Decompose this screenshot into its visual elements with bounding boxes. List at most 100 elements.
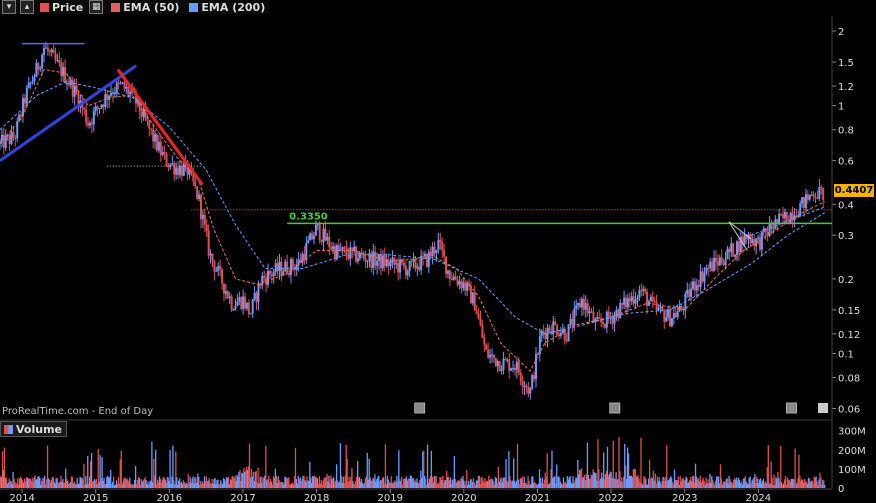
volume-bar [241,472,243,488]
candle-body [295,264,298,270]
volume-bar [572,476,574,488]
volume-bar [620,481,622,488]
legend-ema50[interactable]: EMA (50) [123,0,180,14]
candle-body [228,296,231,299]
volume-bar [519,478,522,488]
candle-body [303,253,306,261]
candle-body [320,240,323,243]
volume-bar [440,477,442,488]
legend-price[interactable]: Price [52,0,84,14]
volume-bar [345,444,347,488]
volume-bar [493,484,496,488]
legend-ema200[interactable]: EMA (200) [201,0,266,14]
volume-bar [361,482,364,488]
price-tick-label: 0.3 [838,231,854,242]
volume-bar [638,478,640,488]
volume-bar [479,484,481,488]
collapse-icon[interactable]: ▾ [2,0,16,14]
volume-bar [629,475,632,488]
volume-bar [334,482,336,488]
volume-bar [818,479,820,488]
volume-bar [562,477,565,488]
candle-body [649,296,652,302]
candle-body [4,135,7,148]
volume-legend-label[interactable]: Volume [16,422,62,436]
candle-body [783,211,786,218]
candle-body [565,340,568,342]
volume-bar [663,477,665,488]
volume-bar [409,475,411,488]
candle-body [330,247,333,250]
candle-body [312,235,315,240]
candle-body [360,252,363,255]
volume-bar [745,481,747,488]
volume-tick-label: 100M [838,465,866,476]
volume-bar [414,479,416,488]
candle-body [263,275,266,278]
volume-bar [515,480,518,488]
candle-body [175,167,178,175]
volume-bar [734,478,736,488]
volume-bar [228,484,231,488]
candle-body [789,212,792,224]
volume-bar [418,482,420,488]
volume-bar [152,482,154,488]
candle-body [550,331,553,335]
candle-body [16,121,19,139]
volume-bar [740,481,743,488]
candle-body [148,120,151,129]
volume-bar [729,479,731,488]
candle-body [180,166,183,176]
volume-bar [389,482,391,488]
volume-bar [273,477,276,488]
volume-bar [80,477,82,488]
volume-bar [205,476,208,488]
volume-bar [754,473,756,488]
volume-bar [276,483,278,488]
volume-bar [131,484,133,488]
volume-bar [372,477,374,488]
candle-body [563,328,566,341]
candle-body [129,91,132,95]
volume-bar [492,481,495,488]
price-tick-label: 0.15 [838,306,860,317]
volume-bar [592,469,594,488]
volume-bar [683,480,685,488]
volume-bar [774,484,776,488]
volume-bar [201,481,204,488]
candle-body [714,257,717,262]
candle-body [548,327,551,332]
volume-bar [38,476,40,488]
volume-bar [359,482,362,488]
candle-body [267,270,270,285]
volume-bar [107,475,109,488]
volume-bar [521,476,523,488]
candle-body [806,194,809,200]
volume-bars [0,437,826,488]
candle-body [423,253,426,257]
volume-bar [546,453,548,488]
volume-bar [317,484,320,488]
volume-bar [781,482,783,488]
volume-bar [677,476,679,488]
candle-body [92,111,95,125]
volume-bar [407,478,410,488]
volume-tick-label: 0 [838,484,844,495]
volume-bar [360,478,363,488]
volume-bar [508,451,510,488]
expand-icon[interactable]: ▴ [20,0,34,14]
volume-bar [342,476,344,488]
volume-bar [58,482,60,488]
candle-body [502,358,505,371]
volume-bar [731,482,733,488]
volume-bar [234,475,236,488]
volume-bar [48,479,51,488]
candle-body [492,354,495,359]
volume-bar [236,475,238,488]
grid-icon[interactable]: ▦ [89,0,104,14]
volume-bar [701,480,703,488]
volume-bar [64,482,66,488]
candle-body [695,284,698,291]
volume-bar [379,479,382,488]
